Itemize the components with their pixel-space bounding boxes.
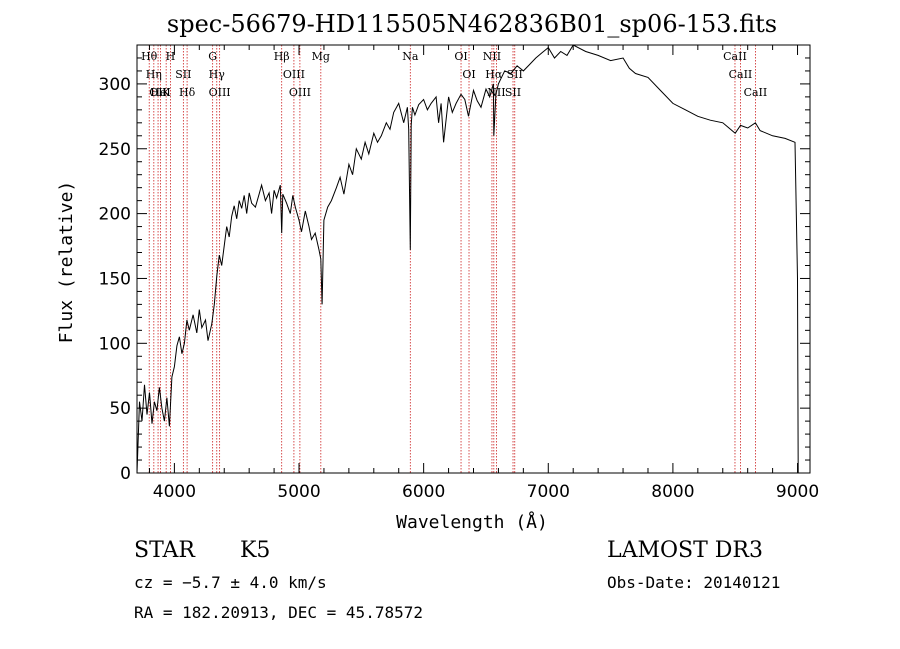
line-marker-label: OIII [289, 86, 311, 99]
line-marker-label: NII [483, 50, 501, 63]
x-axis-label: Wavelength (Å) [396, 511, 548, 533]
line-marker-label: H [166, 50, 176, 63]
line-marker-label: SII [507, 68, 523, 81]
line-marker-label: Hη [146, 68, 162, 81]
line-marker-label: CaII [744, 86, 768, 99]
x-tick-label: 4000 [153, 482, 196, 502]
redshift-readout: cz = −5.7 ± 4.0 km/s [134, 573, 327, 592]
survey-name: LAMOST DR3 [607, 538, 763, 563]
y-tick-label: 50 [109, 399, 131, 419]
x-axis: 4000 5000 6000 7000 8000 9000 [148, 45, 819, 502]
object-subclass: K5 [240, 538, 271, 563]
y-tick-label: 100 [99, 334, 131, 354]
chart-title: spec-56679-HD115505N462836B01_sp06-153.f… [167, 10, 777, 38]
line-marker-label: Hθ [141, 50, 158, 63]
x-tick-label: 6000 [402, 482, 445, 502]
line-marker-label: SII [505, 86, 521, 99]
line-marker-label: SII [175, 68, 191, 81]
line-marker-label: OIII [209, 86, 231, 99]
spectrum-line [136, 44, 799, 474]
y-tick-label: 150 [99, 269, 131, 289]
y-tick-label: 250 [99, 140, 131, 160]
line-marker-label: HeI [150, 86, 170, 99]
x-tick-label: 8000 [651, 482, 694, 502]
line-marker-label: Hδ [179, 86, 196, 99]
line-marker-label: OII [149, 86, 167, 99]
line-marker-label: G [208, 50, 217, 63]
x-tick-label: 7000 [527, 482, 570, 502]
line-marker-label: Na [402, 50, 419, 63]
line-marker-label: CaII [723, 50, 747, 63]
line-marker-label: OIII [283, 68, 305, 81]
x-tick-label: 9000 [776, 482, 819, 502]
plot-frame [136, 44, 811, 474]
line-marker-label: Hγ [209, 68, 226, 81]
line-marker-label: OI [462, 68, 475, 81]
x-tick-label: 5000 [277, 482, 320, 502]
y-tick-label: 0 [120, 464, 131, 484]
line-marker-label: Hα [485, 68, 503, 81]
object-class: STAR [134, 538, 195, 563]
obs-date: Obs-Date: 20140121 [607, 573, 781, 592]
line-marker-label: Mg [312, 50, 330, 63]
y-tick-label: 300 [99, 75, 131, 95]
line-marker-label: K [162, 86, 171, 99]
line-marker-label: Hβ [274, 50, 290, 63]
line-marker-label: CaII [729, 68, 753, 81]
spectral-line-markers [148, 45, 756, 473]
line-marker-label: OI [454, 50, 467, 63]
coordinates-readout: RA = 182.20913, DEC = 45.78572 [134, 603, 423, 622]
y-axis-label: Flux (relative) [56, 181, 77, 344]
y-tick-label: 200 [99, 205, 131, 225]
y-axis: 0 50 100 150 200 250 300 [99, 44, 810, 484]
